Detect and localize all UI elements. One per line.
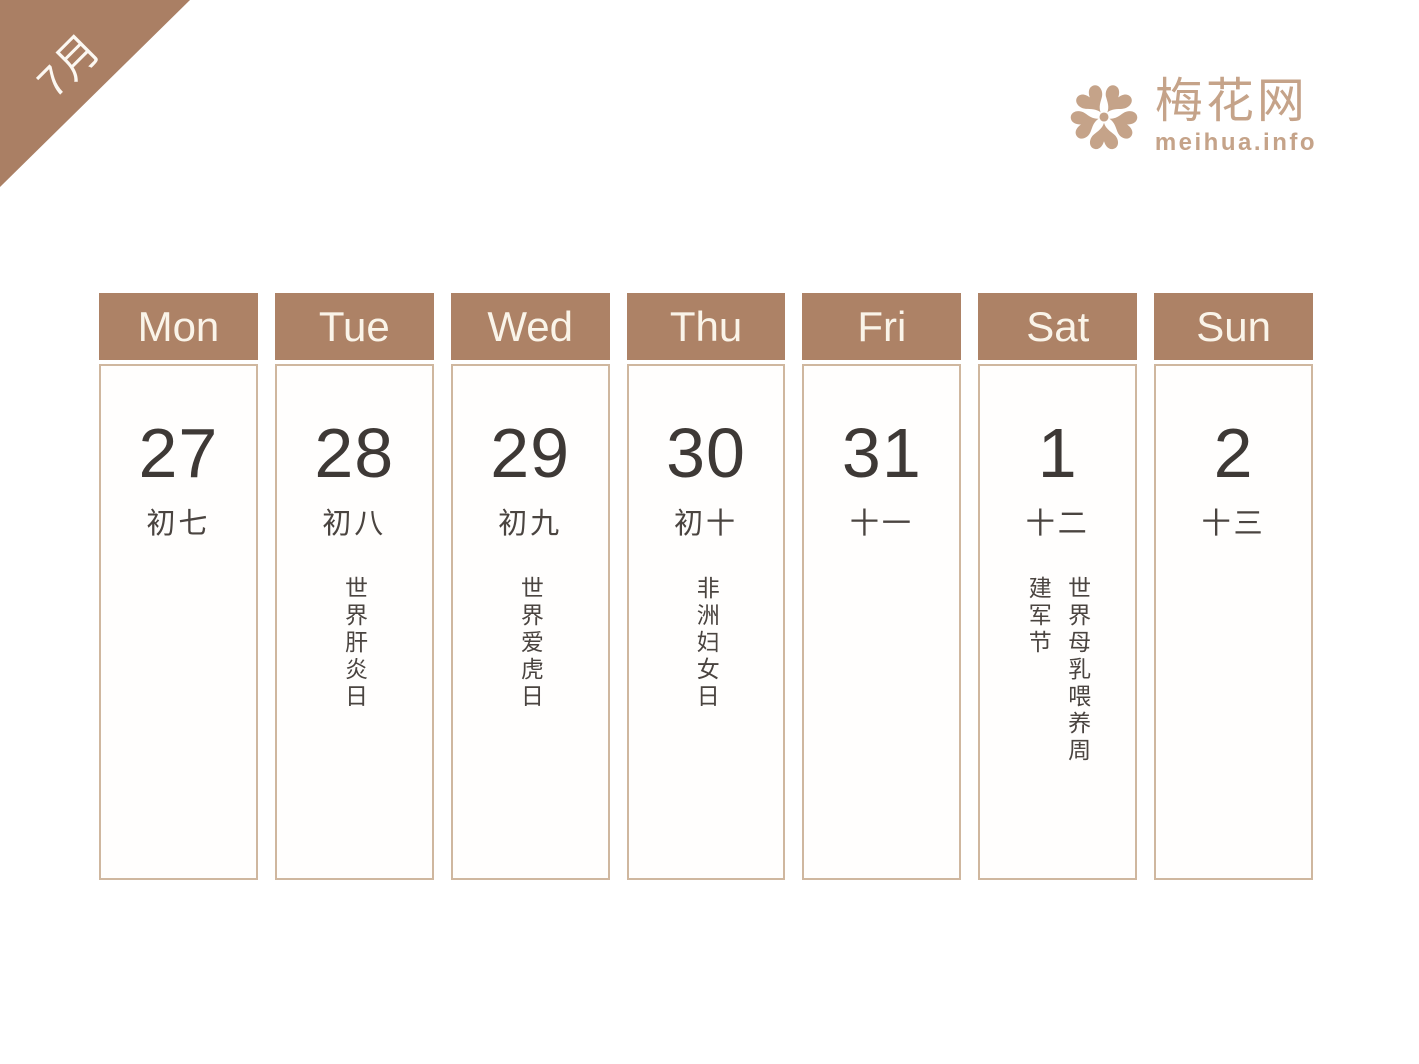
- weekday-header: Tue: [274, 293, 434, 360]
- weekday-header: Fri: [802, 293, 962, 360]
- holiday-label: 世界爱虎日: [517, 576, 544, 711]
- day-column-thu: Thu 30 初十 非洲妇女日: [626, 293, 786, 880]
- holiday-list: 非洲妇女日: [693, 576, 719, 711]
- day-column-tue: Tue 28 初八 世界肝炎日: [274, 293, 434, 880]
- weekday-header: Mon: [99, 293, 258, 360]
- date-number: 31: [841, 414, 922, 492]
- week-calendar: Mon 27 初七 Tue 28 初八 世界肝炎日 Wed 29 初九 世界爱虎…: [99, 293, 1314, 880]
- holiday-label: 世界母乳喂养周: [1064, 576, 1091, 765]
- date-number: 1: [1037, 414, 1078, 492]
- lunar-date: 十一: [849, 508, 914, 540]
- logo-text: 梅花网 meihua.info: [1154, 74, 1317, 157]
- holiday-label: 世界肝炎日: [341, 576, 368, 711]
- logo-domain: meihua.info: [1154, 128, 1317, 156]
- holiday-list: 建军节 世界母乳喂养周: [1025, 576, 1091, 765]
- date-number: 30: [666, 414, 746, 492]
- holiday-list: 世界爱虎日: [517, 576, 543, 711]
- month-ribbon: 7月: [0, 0, 190, 187]
- holiday-list: 世界肝炎日: [341, 576, 368, 711]
- plum-blossom-icon: [1070, 85, 1138, 150]
- day-cell: 30 初十 非洲妇女日: [626, 364, 786, 880]
- day-cell: 31 十一: [802, 364, 962, 880]
- day-column-sat: Sat 1 十二 建军节 世界母乳喂养周: [978, 293, 1138, 880]
- weekday-header: Wed: [450, 293, 610, 360]
- weekday-header: Sun: [1154, 293, 1314, 360]
- day-cell: 1 十二 建军节 世界母乳喂养周: [978, 364, 1138, 880]
- day-cell: 27 初七: [99, 364, 258, 880]
- meihua-logo: 梅花网 meihua.info: [1063, 76, 1317, 158]
- holiday-label: 建军节: [1025, 576, 1052, 657]
- logo-brand-name: 梅花网: [1154, 74, 1308, 128]
- day-column-mon: Mon 27 初七: [99, 293, 258, 880]
- month-label: 7月: [27, 23, 111, 107]
- date-number: 28: [314, 414, 395, 492]
- holiday-label: 非洲妇女日: [693, 576, 720, 711]
- day-column-fri: Fri 31 十一: [802, 293, 962, 880]
- day-cell: 29 初九 世界爱虎日: [450, 364, 610, 880]
- lunar-date: 十二: [1025, 508, 1090, 540]
- day-column-wed: Wed 29 初九 世界爱虎日: [450, 293, 610, 880]
- lunar-date: 初十: [674, 508, 739, 540]
- weekday-header: Sat: [978, 293, 1138, 360]
- lunar-date: 初七: [146, 508, 211, 540]
- date-number: 29: [490, 414, 571, 492]
- lunar-date: 初八: [322, 508, 387, 540]
- day-column-sun: Sun 2 十三: [1154, 293, 1314, 880]
- lunar-date: 十三: [1201, 508, 1266, 540]
- lunar-date: 初九: [498, 508, 563, 540]
- date-number: 2: [1213, 414, 1254, 492]
- day-cell: 2 十三: [1154, 364, 1314, 880]
- weekday-header: Thu: [626, 293, 786, 360]
- date-number: 27: [138, 414, 219, 492]
- day-cell: 28 初八 世界肝炎日: [274, 364, 434, 880]
